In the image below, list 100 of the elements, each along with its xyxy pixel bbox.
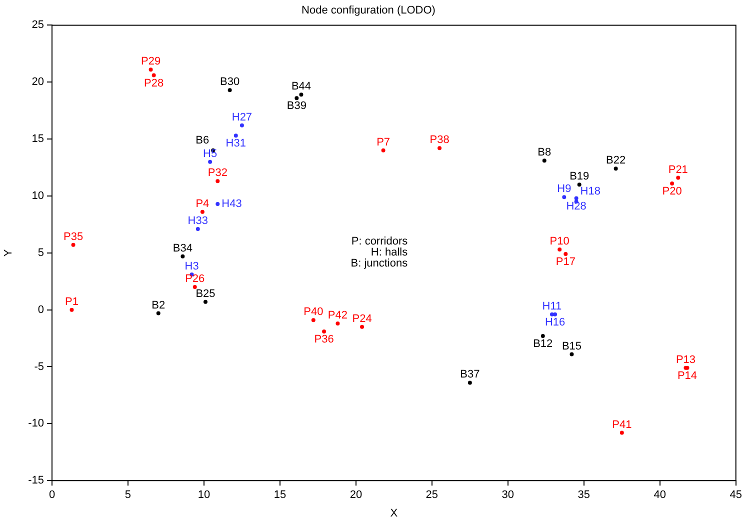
chart-title: Node configuration (LODO) [302,4,436,17]
y-tick-label: 20 [32,76,44,88]
data-label: P42 [328,310,348,322]
y-tick-label: 5 [38,246,44,259]
data-label: H18 [580,186,600,198]
annotation: P: corridors [351,236,408,248]
data-label: B6 [196,134,210,146]
point [196,226,200,231]
point [203,300,208,304]
point [208,160,212,164]
data-label: H11 [542,300,562,312]
x-tick-label: 0 [48,489,56,502]
point [360,324,364,329]
point [152,73,156,78]
data-label: H28 [566,200,586,212]
data-label: B37 [460,368,480,381]
data-label: P10 [550,236,570,248]
data-label: H31 [226,138,246,150]
point [336,321,340,326]
data-label: P40 [304,306,324,318]
point [562,195,566,200]
data-label: P13 [676,354,696,366]
data-label: P20 [662,185,682,198]
data-label: P26 [185,273,205,286]
data-label: H33 [188,215,208,228]
annotation: B: junctions [350,258,408,270]
y-tick-label: -10 [28,418,44,430]
point [438,146,442,150]
point [216,179,220,184]
point [553,312,558,316]
y-axis-title: Y [2,248,15,257]
point [216,202,220,206]
point [676,176,680,180]
data-label: B12 [533,338,553,350]
data-label: B15 [562,340,582,352]
point [322,329,326,334]
data-label: P4 [196,198,210,210]
data-label: P17 [556,256,576,268]
data-label: H43 [222,198,242,210]
data-label: P7 [376,136,390,148]
point [570,352,574,356]
data-label: B19 [570,170,590,183]
point [311,318,316,322]
data-label: H9 [557,183,572,196]
point [468,380,472,385]
data-label: P29 [140,56,161,68]
point [234,134,238,138]
data-label: P24 [352,312,372,325]
data-label: B2 [152,299,166,312]
x-tick-label: 20 [350,489,362,502]
point [240,123,244,128]
x-tick-label: 35 [578,489,590,502]
point [542,158,546,163]
annotation: H: halls [370,246,408,259]
data-label: B34 [172,242,192,254]
x-tick-label: 40 [654,489,666,502]
x-tick-label: 45 [730,489,742,502]
point [148,68,153,72]
x-tick-label: 15 [274,489,286,502]
point [299,92,304,97]
point [156,311,160,316]
point [200,210,204,214]
point [180,254,185,258]
data-label: P28 [144,77,164,90]
point [228,88,232,92]
data-label: B22 [606,154,626,167]
data-label: P1 [65,296,78,308]
data-label: H16 [544,316,566,328]
y-tick-label: -5 [34,360,44,373]
y-tick-label: 25 [32,19,44,32]
x-tick-label: 25 [426,489,438,502]
x-tick-label: 30 [502,489,514,502]
data-label: P36 [314,333,334,346]
data-label: P38 [430,134,450,146]
y-tick-label: 15 [32,133,44,146]
point [70,308,74,312]
data-label: B39 [286,100,306,112]
point [670,181,674,186]
point [540,334,545,338]
point [614,166,618,171]
point [574,196,578,200]
point [564,252,568,256]
point [620,430,624,435]
point [71,242,76,247]
data-label: P21 [668,164,688,176]
data-label: H3 [184,260,199,273]
data-label: P41 [612,418,632,431]
point [294,96,299,100]
point [192,285,197,290]
point [577,182,582,187]
data-label: P14 [677,370,698,382]
point [558,247,562,252]
x-axis-title: X [390,507,398,520]
data-label: P32 [208,167,228,180]
data-label: H5 [203,148,218,160]
data-label: B8 [538,146,552,159]
x-tick-label: 10 [198,489,210,502]
y-tick-label: 0 [38,304,44,316]
data-label: B25 [196,288,216,300]
point [550,312,554,316]
